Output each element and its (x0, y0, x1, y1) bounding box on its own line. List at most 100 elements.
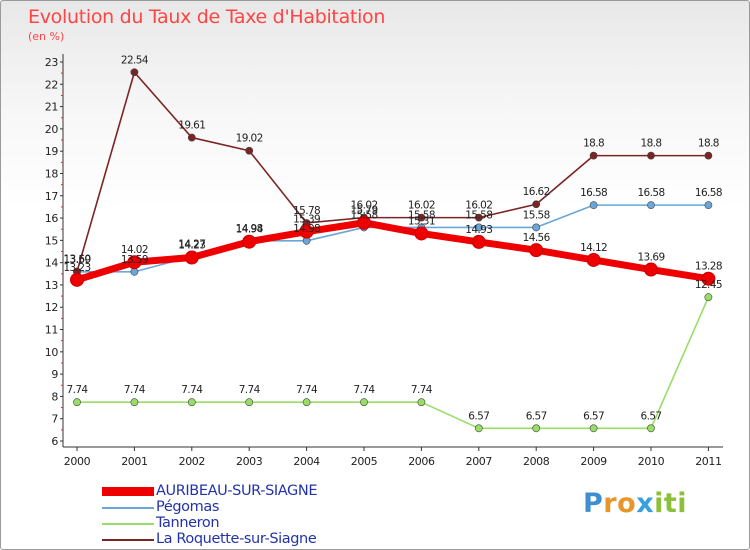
data-point (532, 200, 541, 209)
x-tick-label: 2003 (236, 455, 263, 468)
data-point (701, 271, 716, 286)
data-point (704, 201, 713, 210)
y-unit-label: (en %) (28, 30, 65, 43)
brand-letter: o (617, 488, 637, 519)
y-tick-label: 9 (51, 368, 58, 381)
y-tick-label: 18 (45, 167, 59, 180)
data-point (529, 243, 544, 258)
data-point (242, 234, 257, 249)
data-label: 16.58 (637, 187, 664, 199)
data-point (647, 201, 655, 210)
data-point (184, 250, 199, 265)
data-label: 16.02 (408, 200, 435, 212)
x-tick-label: 2011 (695, 455, 721, 468)
y-tick-label: 10 (45, 346, 59, 359)
data-label: 13.28 (695, 261, 722, 273)
y-tick-label: 15 (45, 234, 59, 247)
x-tick-label: 2009 (580, 455, 607, 468)
data-point (474, 223, 483, 232)
data-point (417, 398, 426, 407)
data-point (127, 255, 142, 270)
data-label: 14.27 (178, 239, 205, 251)
data-label: 18.8 (641, 138, 662, 150)
y-tick-label: 16 (45, 212, 59, 225)
brand-letter: t (663, 488, 678, 519)
data-point (647, 151, 655, 160)
x-tick-label: 2001 (121, 455, 147, 468)
data-label: 13.59 (63, 254, 90, 266)
data-point (704, 293, 713, 302)
data-label: 6.57 (641, 410, 662, 422)
data-point (302, 398, 311, 407)
y-tick-label: 19 (45, 145, 59, 158)
data-label: 12.45 (695, 279, 722, 291)
data-point (360, 398, 368, 407)
series-line (76, 296, 710, 430)
data-label: 13.69 (637, 252, 664, 264)
x-tick-label: 2002 (179, 455, 205, 468)
data-label: 16.02 (465, 200, 492, 212)
data-label: 7.74 (296, 384, 318, 396)
data-label: 19.61 (178, 120, 205, 132)
x-tick-label: 2000 (64, 455, 91, 468)
brand-letter: i (677, 488, 688, 519)
legend-swatch (102, 539, 154, 541)
legend-swatch (102, 523, 154, 525)
data-label: 7.74 (181, 384, 203, 396)
data-label: 14.94 (236, 224, 264, 236)
data-point (471, 234, 486, 249)
data-label: 7.74 (67, 384, 89, 396)
data-label: 14.93 (465, 224, 492, 236)
legend-label: Tanneron (156, 515, 220, 531)
data-point (474, 213, 483, 222)
y-tick-label: 20 (45, 123, 59, 136)
data-point (644, 262, 658, 277)
data-label: 7.74 (411, 384, 433, 396)
data-label: 19.02 (236, 133, 263, 145)
legend-swatch (102, 487, 154, 496)
data-label: 13.60 (63, 254, 90, 266)
data-label: 16.58 (580, 187, 607, 199)
data-label: 14.23 (178, 240, 205, 252)
legend-swatch (102, 507, 154, 509)
data-label: 14.02 (121, 244, 148, 256)
data-label: 16.62 (523, 186, 550, 198)
data-point (704, 151, 713, 160)
y-tick-label: 14 (45, 257, 59, 270)
data-point (73, 398, 81, 407)
y-tick-label: 8 (51, 390, 58, 403)
y-tick-label: 21 (45, 101, 58, 114)
data-point (357, 215, 371, 230)
data-label: 15.58 (523, 209, 550, 221)
data-point (532, 223, 541, 232)
data-label: 14.98 (293, 223, 320, 235)
brand-letter: r (603, 488, 618, 519)
data-point (414, 226, 429, 241)
y-tick-label: 23 (45, 56, 59, 69)
data-label: 7.74 (124, 384, 146, 396)
y-tick-label: 17 (45, 190, 59, 203)
series-line (76, 71, 710, 273)
x-tick-label: 2005 (351, 455, 378, 468)
data-point (187, 398, 196, 407)
data-label: 14.12 (580, 242, 607, 254)
data-label: 15.58 (465, 209, 492, 221)
data-label: 6.57 (526, 410, 547, 422)
brand-letter: P (583, 488, 604, 519)
data-label: 15.39 (293, 214, 320, 226)
x-tick-label: 2004 (293, 455, 320, 468)
data-point (417, 213, 426, 222)
legend-label: Pégomas (156, 499, 219, 515)
data-point (589, 424, 598, 433)
data-point (130, 398, 139, 407)
data-point (589, 151, 598, 160)
data-point (70, 272, 84, 287)
y-tick-label: 12 (45, 301, 58, 314)
data-label: 6.57 (583, 410, 604, 422)
data-label: 22.54 (121, 54, 149, 66)
data-point (187, 133, 196, 142)
data-label: 15.79 (350, 205, 377, 217)
data-label: 7.74 (354, 384, 376, 396)
